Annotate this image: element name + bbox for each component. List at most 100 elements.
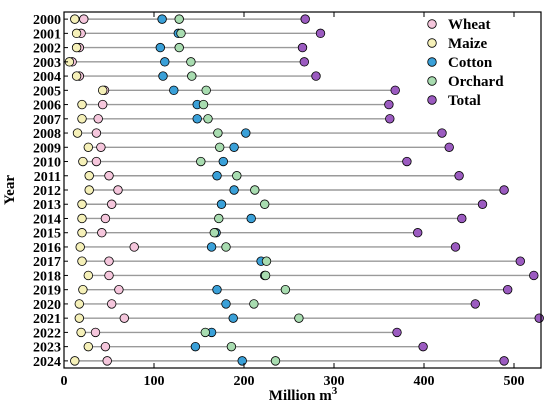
point-cotton-2021 xyxy=(228,313,238,323)
point-wheat-2010 xyxy=(91,156,102,167)
point-cotton-2024 xyxy=(237,356,247,366)
point-cotton-2005 xyxy=(169,85,179,96)
point-total-2008 xyxy=(437,128,447,138)
point-orchard-2001 xyxy=(176,28,186,39)
point-total-2011 xyxy=(454,171,464,181)
y-tick-label: 2021 xyxy=(33,312,61,327)
point-maize-2022 xyxy=(76,327,86,338)
point-total-2018 xyxy=(529,270,539,281)
y-tick-label: 2019 xyxy=(33,284,61,299)
y-tick-label: 2020 xyxy=(33,298,61,313)
point-maize-2018 xyxy=(83,270,94,281)
point-wheat-2023 xyxy=(100,341,111,352)
point-orchard-2013 xyxy=(260,199,270,209)
x-tick-label: 0 xyxy=(61,374,68,389)
legend-label-cotton: Cotton xyxy=(448,55,493,71)
point-wheat-2024 xyxy=(102,356,112,366)
point-cotton-2004 xyxy=(158,71,168,81)
y-tick-label: 2001 xyxy=(33,27,61,42)
point-wheat-2019 xyxy=(114,284,124,295)
y-tick-label: 2004 xyxy=(33,70,61,85)
legend-marker-total xyxy=(427,95,437,105)
legend-label-wheat: Wheat xyxy=(448,17,491,33)
point-maize-2012 xyxy=(84,185,94,195)
x-tick-label: 200 xyxy=(234,374,255,389)
y-tick-label: 2000 xyxy=(33,13,61,28)
y-tick-label: 2010 xyxy=(33,156,61,171)
y-tick-label: 2007 xyxy=(33,113,61,128)
point-orchard-2022 xyxy=(200,327,211,338)
point-maize-2008 xyxy=(72,128,83,138)
point-wheat-2009 xyxy=(96,142,106,152)
point-orchard-2000 xyxy=(174,14,184,24)
point-wheat-2017 xyxy=(104,256,114,266)
point-cotton-2010 xyxy=(218,156,229,167)
point-cotton-2019 xyxy=(212,284,222,295)
point-orchard-2014 xyxy=(214,213,224,224)
legend-marker-maize xyxy=(427,38,437,48)
point-cotton-2008 xyxy=(241,128,251,138)
data-points-layer xyxy=(64,14,544,366)
point-total-2015 xyxy=(413,228,423,238)
y-tick-label: 2015 xyxy=(33,227,61,242)
point-orchard-2009 xyxy=(214,142,225,152)
x-axis: 0 100 200 300 400 500 xyxy=(61,12,525,389)
point-total-2023 xyxy=(418,341,428,352)
point-orchard-2016 xyxy=(221,242,231,252)
point-total-2003 xyxy=(299,57,310,67)
point-total-2022 xyxy=(392,327,402,338)
point-cotton-2014 xyxy=(246,213,256,224)
point-maize-2000 xyxy=(70,14,80,24)
point-orchard-2005 xyxy=(201,85,211,96)
point-maize-2023 xyxy=(83,341,94,352)
point-cotton-2011 xyxy=(212,171,222,181)
legend-label-maize: Maize xyxy=(448,36,487,52)
point-maize-2015 xyxy=(77,228,87,238)
point-cotton-2023 xyxy=(190,341,201,352)
point-orchard-2017 xyxy=(261,256,272,266)
y-tick-label: 2013 xyxy=(33,198,61,213)
point-wheat-2020 xyxy=(106,299,117,309)
point-total-2006 xyxy=(384,99,394,110)
point-total-2016 xyxy=(450,242,461,252)
point-total-2002 xyxy=(297,42,308,53)
y-tick-label: 2014 xyxy=(33,212,61,227)
point-wheat-2007 xyxy=(93,114,103,124)
point-maize-2014 xyxy=(77,213,87,224)
point-orchard-2008 xyxy=(213,128,223,138)
point-total-2007 xyxy=(385,114,395,124)
point-total-2014 xyxy=(457,213,467,224)
point-wheat-2006 xyxy=(97,99,108,110)
point-maize-2017 xyxy=(77,256,87,266)
point-orchard-2004 xyxy=(187,71,197,81)
y-tick-label: 2003 xyxy=(33,56,61,71)
point-total-2012 xyxy=(499,185,509,195)
y-tick-label: 2009 xyxy=(33,141,61,156)
point-wheat-2012 xyxy=(113,185,123,195)
point-total-2013 xyxy=(477,199,488,209)
point-cotton-2007 xyxy=(192,114,202,124)
legend-label-total: Total xyxy=(448,93,481,109)
point-total-2000 xyxy=(300,14,310,24)
point-cotton-2000 xyxy=(157,14,167,24)
point-total-2009 xyxy=(444,142,454,152)
point-maize-2016 xyxy=(75,242,85,252)
point-cotton-2020 xyxy=(221,299,231,309)
point-orchard-2019 xyxy=(280,284,291,295)
y-tick-label: 2024 xyxy=(33,355,61,370)
y-tick-label: 2012 xyxy=(33,184,61,199)
point-total-2001 xyxy=(315,28,326,39)
point-total-2005 xyxy=(390,85,400,96)
point-orchard-2024 xyxy=(270,356,281,366)
point-orchard-2011 xyxy=(232,171,242,181)
point-orchard-2006 xyxy=(198,99,209,110)
point-wheat-2000 xyxy=(79,14,89,24)
y-tick-label: 2011 xyxy=(34,170,61,185)
point-maize-2006 xyxy=(77,99,87,110)
x-tick-label: 300 xyxy=(324,374,345,389)
y-axis-title: Year xyxy=(2,175,18,205)
y-tick-label: 2005 xyxy=(33,84,61,99)
point-maize-2002 xyxy=(71,42,82,53)
point-orchard-2012 xyxy=(250,185,260,195)
